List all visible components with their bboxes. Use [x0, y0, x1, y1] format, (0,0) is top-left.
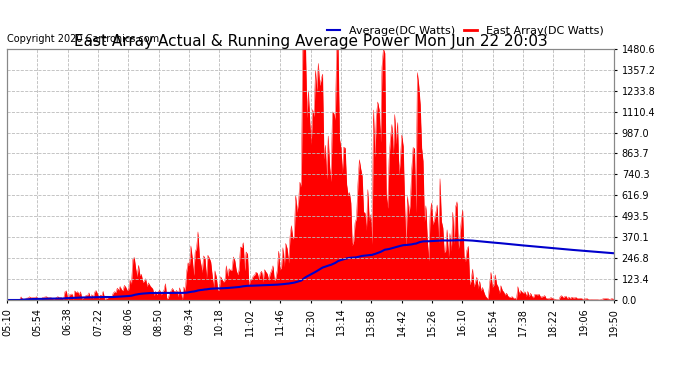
- Legend: Average(DC Watts), East Array(DC Watts): Average(DC Watts), East Array(DC Watts): [322, 22, 609, 40]
- Text: Copyright 2020 Cartronics.com: Copyright 2020 Cartronics.com: [7, 34, 159, 44]
- Title: East Array Actual & Running Average Power Mon Jun 22 20:03: East Array Actual & Running Average Powe…: [74, 34, 547, 49]
